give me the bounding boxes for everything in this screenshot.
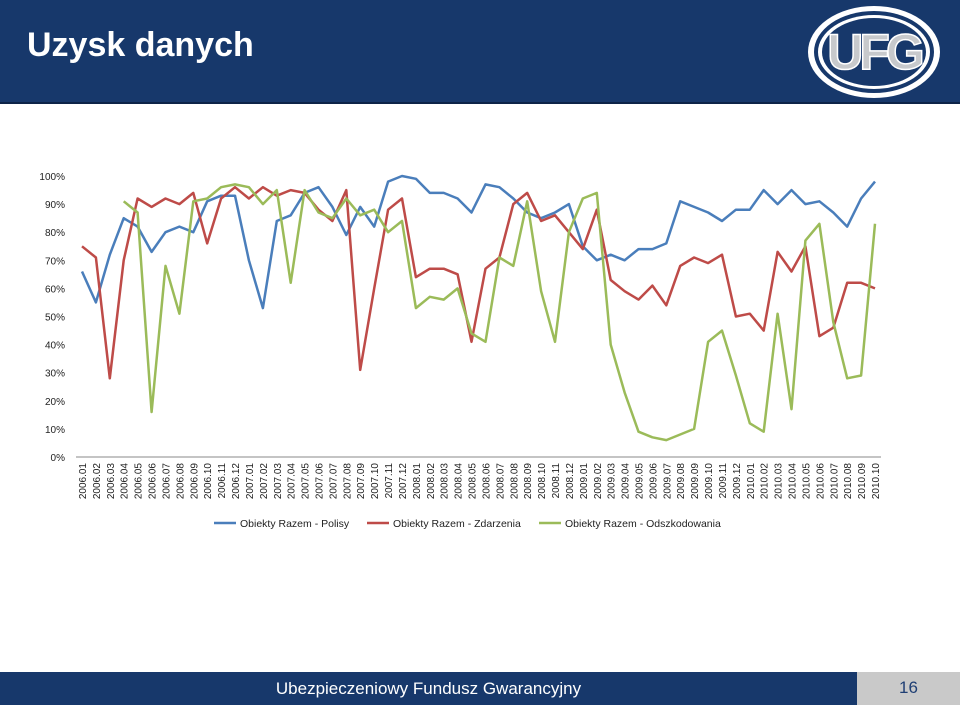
x-tick-label: 2008.02 bbox=[426, 463, 437, 500]
y-tick-label: 10% bbox=[45, 425, 65, 436]
x-tick-label: 2008.03 bbox=[440, 463, 451, 500]
svg-text:UFG: UFG bbox=[827, 24, 922, 80]
x-tick-label: 2010.04 bbox=[788, 463, 799, 500]
y-tick-label: 20% bbox=[45, 397, 65, 408]
series-layer bbox=[80, 174, 877, 442]
page-number-box: 16 bbox=[857, 672, 960, 705]
x-tick-label: 2007.10 bbox=[370, 463, 381, 500]
x-tick-label: 2009.04 bbox=[621, 463, 632, 500]
x-tick-label: 2007.04 bbox=[287, 463, 298, 500]
x-tick-label: 2009.11 bbox=[718, 463, 729, 499]
x-tick-label: 2006.10 bbox=[203, 463, 214, 500]
x-tick-label: 2008.12 bbox=[565, 463, 576, 500]
x-tick-label: 2010.08 bbox=[843, 463, 854, 500]
x-tick-label: 2007.05 bbox=[301, 463, 312, 500]
x-tick-label: 2009.12 bbox=[732, 463, 743, 500]
x-tick-label: 2006.09 bbox=[189, 463, 200, 500]
x-tick-label: 2006.05 bbox=[134, 463, 145, 500]
x-tick-label: 2007.08 bbox=[342, 463, 353, 500]
y-tick-label: 70% bbox=[45, 256, 65, 267]
x-tick-label: 2006.03 bbox=[106, 463, 117, 500]
x-axis: 2006.01 2006.02 2006.03 2006.04 2006.05 2006.… bbox=[76, 456, 882, 500]
x-tick-label: 2007.07 bbox=[328, 463, 339, 500]
slide-header: Uzysk danych UFG bbox=[0, 0, 960, 102]
x-tick-label: 2010.01 bbox=[746, 463, 757, 500]
y-tick-label: 50% bbox=[45, 313, 65, 324]
legend: Obiekty Razem - Polisy Obiekty Razem - Zd… bbox=[214, 518, 721, 530]
x-tick-label: 2006.07 bbox=[161, 463, 172, 500]
x-tick-label: 2008.11 bbox=[551, 463, 562, 499]
x-tick-label: 2009.05 bbox=[634, 463, 645, 500]
x-tick-label: 2007.03 bbox=[273, 463, 284, 500]
x-tick-label: 2008.08 bbox=[509, 463, 520, 500]
x-tick-label: 2009.10 bbox=[704, 463, 715, 500]
x-tick-label: 2010.06 bbox=[815, 463, 826, 500]
x-tick-label: 2006.12 bbox=[231, 463, 242, 500]
x-tick-label: 2010.10 bbox=[871, 463, 882, 500]
y-tick-label: 30% bbox=[45, 369, 65, 380]
x-tick-label: 2009.09 bbox=[690, 463, 701, 500]
slide-footer: Ubezpieczeniowy Fundusz Gwarancyjny 16 bbox=[0, 672, 960, 705]
x-tick-label: 2009.02 bbox=[593, 463, 604, 500]
x-tick-label: 2008.04 bbox=[454, 463, 465, 500]
x-tick-label: 2006.11 bbox=[217, 463, 228, 499]
x-tick-label: 2010.07 bbox=[829, 463, 840, 500]
y-tick-label: 0% bbox=[51, 453, 66, 464]
page-number: 16 bbox=[899, 678, 918, 697]
x-tick-label: 2009.06 bbox=[648, 463, 659, 500]
x-tick-label: 2007.01 bbox=[245, 463, 256, 500]
x-tick-label: 2008.05 bbox=[468, 463, 479, 500]
x-tick-label: 2008.01 bbox=[412, 463, 423, 500]
y-tick-label: 80% bbox=[45, 228, 65, 239]
x-tick-label: 2008.09 bbox=[523, 463, 534, 500]
x-tick-label: 2006.06 bbox=[148, 463, 159, 500]
x-tick-label: 2009.08 bbox=[676, 463, 687, 500]
header-divider bbox=[0, 102, 960, 104]
series-line-1 bbox=[80, 174, 876, 310]
x-tick-label: 2006.01 bbox=[78, 463, 89, 500]
line-chart: 0% 10% 20% 30% 40% 50% 60% 70% 80% 90% 100% 2006.0… bbox=[39, 172, 882, 530]
y-tick-label: 90% bbox=[45, 200, 65, 211]
x-tick-label: 2007.09 bbox=[356, 463, 367, 500]
series-line-3 bbox=[122, 183, 877, 442]
legend-label-3: Obiekty Razem - Odszkodowania bbox=[565, 518, 721, 530]
x-tick-label: 2010.09 bbox=[857, 463, 868, 500]
x-tick-label: 2010.02 bbox=[760, 463, 771, 500]
footer-org-name: Ubezpieczeniowy Fundusz Gwarancyjny bbox=[275, 679, 582, 698]
x-tick-label: 2010.03 bbox=[774, 463, 785, 500]
y-tick-label: 40% bbox=[45, 341, 65, 352]
x-tick-label: 2006.02 bbox=[92, 463, 103, 500]
x-tick-label: 2009.01 bbox=[579, 463, 590, 500]
ufg-logo: UFG bbox=[808, 6, 940, 98]
x-tick-label: 2010.05 bbox=[801, 463, 812, 500]
x-tick-label: 2008.07 bbox=[495, 463, 506, 500]
x-tick-label: 2007.02 bbox=[259, 463, 270, 500]
y-tick-label: 100% bbox=[39, 172, 65, 183]
legend-label-1: Obiekty Razem - Polisy bbox=[240, 518, 350, 530]
legend-label-2: Obiekty Razem - Zdarzenia bbox=[393, 518, 521, 530]
x-tick-label: 2007.11 bbox=[384, 463, 395, 499]
x-tick-label: 2008.10 bbox=[537, 463, 548, 500]
x-tick-label: 2009.07 bbox=[662, 463, 673, 500]
y-axis: 0% 10% 20% 30% 40% 50% 60% 70% 80% 90% 100% bbox=[39, 172, 65, 464]
y-tick-label: 60% bbox=[45, 284, 65, 295]
x-tick-label: 2007.12 bbox=[398, 463, 409, 500]
x-tick-label: 2009.03 bbox=[607, 463, 618, 500]
page-title: Uzysk danych bbox=[27, 26, 254, 64]
x-tick-label: 2007.06 bbox=[315, 463, 326, 500]
x-tick-label: 2006.08 bbox=[175, 463, 186, 500]
x-tick-label: 2008.06 bbox=[481, 463, 492, 500]
x-tick-label: 2006.04 bbox=[120, 463, 131, 500]
series-line-2 bbox=[81, 185, 876, 380]
